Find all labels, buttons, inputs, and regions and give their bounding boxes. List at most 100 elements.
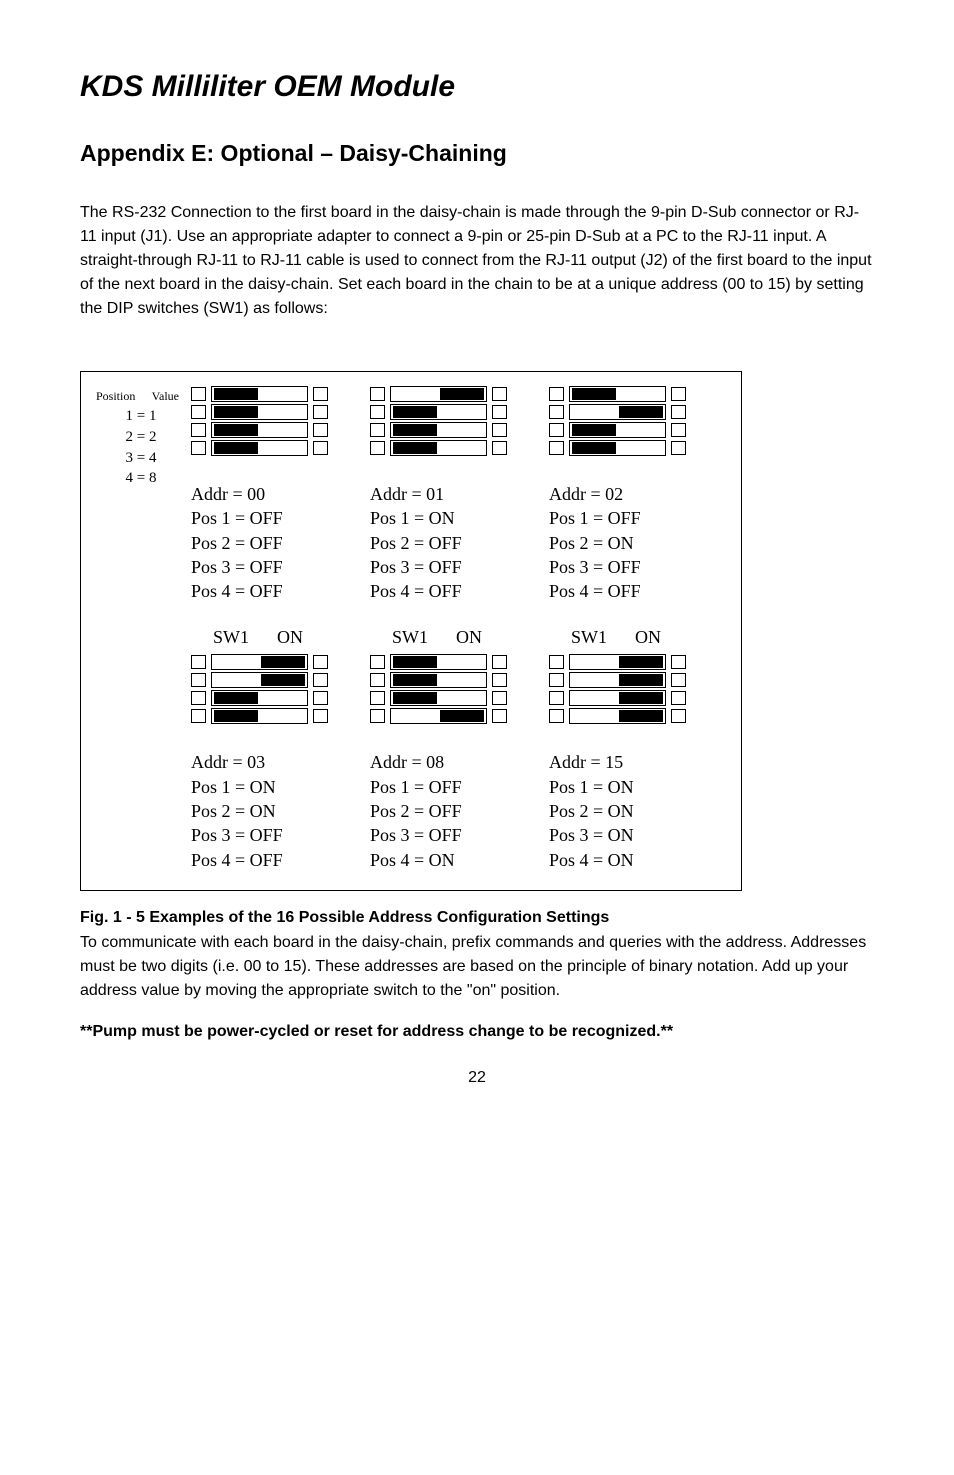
switch-slot [211,404,308,420]
switch-side-left [549,691,564,705]
switch-side-left [549,655,564,669]
switch-knob [619,656,663,668]
address-line: Pos 2 = ON [549,799,723,823]
switch-side-left [549,387,564,401]
switch-knob [393,674,437,686]
address-line: Pos 3 = OFF [191,555,365,579]
switch-slot [211,386,308,402]
address-line: Pos 1 = ON [549,775,723,799]
switch-knob [440,710,484,722]
switch-side-left [370,691,385,705]
switch-config: Addr = 01Pos 1 = ONPos 2 = OFFPos 3 = OF… [370,386,544,603]
switch-side-left [191,655,206,669]
address-line: Addr = 02 [549,482,723,506]
address-text: Addr = 02Pos 1 = OFFPos 2 = ONPos 3 = OF… [549,482,723,603]
switch-side-right [492,655,507,669]
switch-knob [572,388,616,400]
switch-slot [390,654,487,670]
switch-side-right [492,709,507,723]
switch-side-right [313,655,328,669]
switch-slot [390,690,487,706]
switch-side-left [191,405,206,419]
legend-row: 3 = 4 [91,448,191,469]
switch-slot [390,672,487,688]
dip-switch-block [191,386,365,462]
dip-switch-row [191,422,365,438]
sw-label: SW1ON [549,627,723,648]
address-line: Pos 2 = OFF [191,531,365,555]
switch-knob [619,406,663,418]
switch-slot [569,386,666,402]
switch-side-left [549,405,564,419]
switch-side-right [313,709,328,723]
dip-switch-row [370,386,544,402]
dip-switch-row [191,440,365,456]
address-line: Pos 3 = OFF [370,555,544,579]
switch-knob [619,710,663,722]
address-line: Pos 4 = ON [370,848,544,872]
switch-side-right [671,405,686,419]
address-line: Addr = 08 [370,750,544,774]
address-text: Addr = 01Pos 1 = ONPos 2 = OFFPos 3 = OF… [370,482,544,603]
dip-switch-figure: Position Value 1 = 1 2 = 2 3 = 4 4 = 8 A… [80,371,742,891]
legend-header-value: Value [152,386,179,406]
address-text: Addr = 00Pos 1 = OFFPos 2 = OFFPos 3 = O… [191,482,365,603]
page-number: 22 [80,1069,874,1087]
switch-side-right [671,423,686,437]
switch-slot [569,654,666,670]
switch-side-left [370,405,385,419]
switch-side-left [549,673,564,687]
address-text: Addr = 08Pos 1 = OFFPos 2 = OFFPos 3 = O… [370,750,544,871]
dip-switch-block [549,386,723,462]
switch-side-right [313,387,328,401]
bottom-switch-columns: SW1ONAddr = 03Pos 1 = ONPos 2 = ONPos 3 … [191,603,728,871]
legend-header-position: Position [96,386,135,406]
sw-label-on: ON [277,627,303,648]
switch-side-right [313,691,328,705]
address-line: Pos 1 = OFF [370,775,544,799]
legend-row: 4 = 8 [91,468,191,489]
switch-knob [572,424,616,436]
address-line: Pos 1 = OFF [191,506,365,530]
switch-slot [211,654,308,670]
switch-knob [393,424,437,436]
switch-slot [569,440,666,456]
dip-switch-row [370,440,544,456]
address-line: Pos 3 = OFF [549,555,723,579]
legend-row: 2 = 2 [91,427,191,448]
sw-label: SW1 ON [191,627,365,648]
sw-label: SW1ON [370,627,544,648]
switch-knob [261,674,305,686]
sw-label-sw: SW1 [213,627,249,648]
switch-side-left [191,691,206,705]
switch-side-right [313,673,328,687]
switch-slot [211,422,308,438]
address-line: Pos 1 = OFF [549,506,723,530]
dip-switch-block [370,386,544,462]
dip-switch-row [191,708,365,724]
dip-switch-row [370,404,544,420]
switch-slot [390,422,487,438]
address-line: Addr = 03 [191,750,365,774]
switch-side-right [492,423,507,437]
address-line: Pos 2 = OFF [370,799,544,823]
address-line: Pos 4 = OFF [191,579,365,603]
switch-config: Addr = 00Pos 1 = OFFPos 2 = OFFPos 3 = O… [191,386,365,603]
figure-caption-body: To communicate with each board in the da… [80,931,874,1003]
switch-slot [390,386,487,402]
switch-side-left [191,441,206,455]
switch-config: Addr = 02Pos 1 = OFFPos 2 = ONPos 3 = OF… [549,386,723,603]
switch-slot [569,404,666,420]
switch-knob [214,710,258,722]
switch-knob [619,674,663,686]
switch-side-right [313,423,328,437]
address-line: Pos 4 = OFF [549,579,723,603]
dip-switch-row [370,672,544,688]
address-line: Pos 4 = OFF [191,848,365,872]
dip-switch-row [549,654,723,670]
switch-side-right [671,691,686,705]
switch-knob [393,692,437,704]
switch-slot [569,690,666,706]
switch-knob [393,442,437,454]
page-title: KDS Milliliter OEM Module [80,70,874,104]
